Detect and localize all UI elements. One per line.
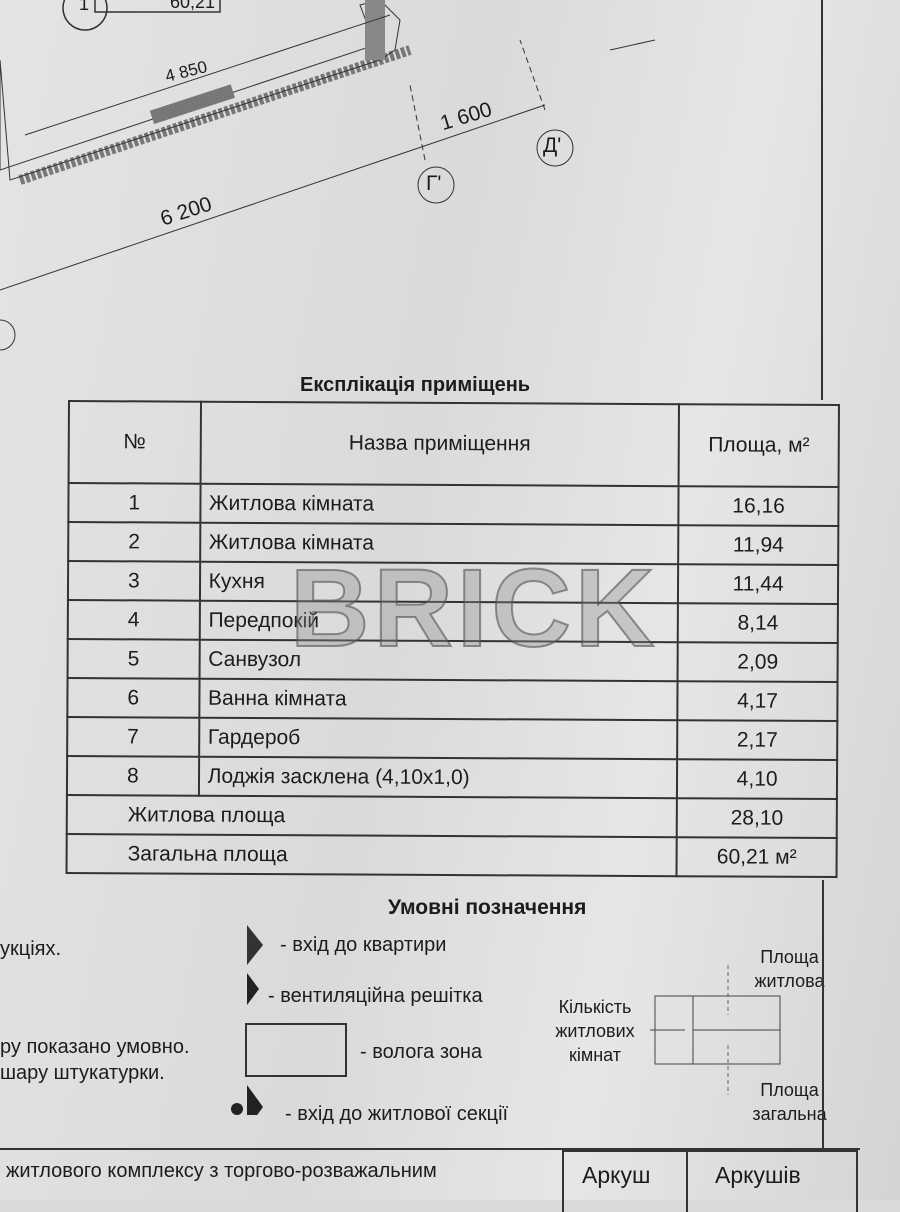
row-name: Житлова кімната bbox=[199, 483, 679, 526]
sheets-cell bbox=[686, 1150, 858, 1212]
left-note-2: ру показано умовно. bbox=[0, 1036, 190, 1058]
legend-room-count: Кількість житлових кімнат bbox=[555, 997, 635, 1065]
row-number: 1 bbox=[68, 483, 201, 523]
table-row: 7 Гардероб 2,17 bbox=[67, 717, 838, 761]
frame-border bbox=[822, 880, 824, 1150]
living-area-value: 28,10 bbox=[676, 798, 837, 839]
row-area: 2,17 bbox=[677, 720, 838, 761]
legend-item-ventilation: - вентиляційна решітка bbox=[268, 985, 483, 1007]
axis-label-d: Д' bbox=[543, 134, 562, 157]
row-number: 8 bbox=[66, 756, 199, 796]
section-entrance-icon bbox=[247, 1085, 263, 1115]
row-number: 2 bbox=[68, 522, 200, 562]
total-area-row: Загальна площа 60,21 м² bbox=[66, 833, 837, 878]
footer-project-text: житлового комплексу з торгово-розважальн… bbox=[6, 1160, 437, 1182]
area-legend-diagram bbox=[650, 965, 781, 1095]
apartment-entrance-icon bbox=[247, 925, 263, 965]
table-header-row: № Назва приміщення Площа, м² bbox=[68, 401, 839, 488]
legend-living-area: Площа житлова bbox=[754, 947, 825, 991]
row-area: 8,14 bbox=[677, 603, 838, 644]
row-number: 7 bbox=[67, 717, 199, 757]
row-name: Гардероб bbox=[198, 717, 678, 760]
explication-title: Експлікація приміщень bbox=[300, 374, 531, 396]
row-number: 6 bbox=[67, 678, 200, 718]
legend-item-apartment-entrance: - вхід до квартири bbox=[280, 934, 447, 956]
room-number: 1 bbox=[79, 0, 90, 14]
header-number: № bbox=[68, 401, 201, 484]
brick-watermark: BRICK bbox=[289, 546, 659, 671]
axis-label-g: Г' bbox=[426, 172, 442, 195]
header-area: Площа, м² bbox=[678, 404, 839, 488]
total-area-value: 60,21 м² bbox=[676, 837, 837, 878]
wet-zone-swatch bbox=[245, 1023, 347, 1077]
legend-item-wet-zone: - волога зона bbox=[360, 1041, 483, 1063]
table-row: 6 Ванна кімната 4,17 bbox=[67, 678, 838, 722]
row-area: 4,17 bbox=[677, 681, 838, 722]
living-area-row: Житлова площа 28,10 bbox=[66, 794, 837, 839]
row-number: 3 bbox=[67, 561, 200, 601]
legend-symbols bbox=[231, 925, 263, 1115]
table-row: 8 Лоджія засклена (4,10х1,0) 4,10 bbox=[66, 756, 838, 800]
legend-item-section-entrance: - вхід до житлової секції bbox=[285, 1103, 509, 1125]
row-name: Лоджія засклена (4,10х1,0) bbox=[198, 756, 678, 799]
floor-plan-drawing bbox=[0, 0, 823, 400]
table-row: 1 Житлова кімната 16,16 bbox=[68, 483, 839, 527]
row-area: 4,10 bbox=[677, 759, 838, 800]
row-number: 4 bbox=[67, 600, 200, 640]
legend-total-area: Площа загальна bbox=[752, 1080, 827, 1124]
row-area: 2,09 bbox=[677, 642, 838, 683]
header-name: Назва приміщення bbox=[200, 401, 680, 487]
section-entrance-dot-icon bbox=[231, 1103, 243, 1115]
room-area-partial: 60,21 bbox=[170, 0, 216, 12]
row-area: 16,16 bbox=[678, 486, 839, 527]
footer-divider bbox=[0, 1148, 860, 1150]
left-note-3: шару штукатурки. bbox=[0, 1062, 165, 1084]
row-number: 5 bbox=[67, 639, 200, 679]
sheets-label: Аркушів bbox=[715, 1162, 801, 1188]
total-area-label: Загальна площа bbox=[66, 833, 677, 877]
row-area: 11,94 bbox=[678, 525, 839, 566]
ventilation-grille-icon bbox=[247, 973, 259, 1005]
row-name: Ванна кімната bbox=[198, 678, 678, 721]
left-note-1: укціях. bbox=[0, 938, 62, 960]
legend-title: Умовні позначення bbox=[388, 896, 587, 919]
living-area-label: Житлова площа bbox=[66, 794, 678, 838]
sheet-label: Аркуш bbox=[582, 1162, 651, 1188]
row-area: 11,44 bbox=[678, 564, 839, 605]
